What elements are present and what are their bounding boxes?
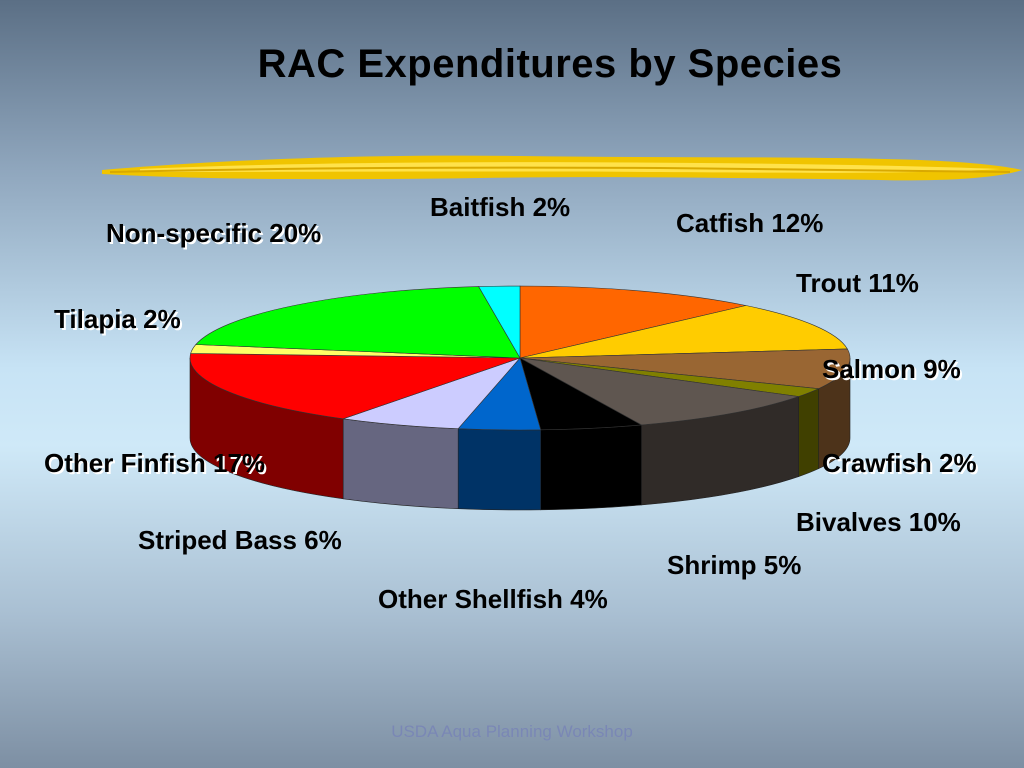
slice-label-tilapia: Tilapia 2% [54,304,181,334]
pie-slice-trout [519,305,848,359]
slice-label-trout: Trout 11% [796,268,919,298]
pie-slice-striped-bass [343,357,521,430]
slice-label-shrimp: Shrimp 5% [667,550,802,580]
pie-slice-non-specific [195,286,521,359]
pie-slice-catfish [519,285,746,359]
pie-slice-baitfish [478,285,521,360]
pie-side-striped-bass [342,418,459,510]
slice-label-crawfish: Crawfish 2% [822,448,977,478]
slice-label-non-specific: Non-specific 20% [106,218,322,248]
pie-side-other-shellfish [457,428,542,511]
pie-slice-salmon [519,348,851,389]
slice-label-bivalves: Bivalves 10% [796,507,961,537]
slice-label-salmon: Salmon 9% [822,354,961,384]
pie-slice-other-finfish [189,353,521,420]
yellow-brush-stroke [102,155,1022,181]
slide-footer: USDA Aqua Planning Workshop [391,722,633,741]
slice-label-other-finfish: Other Finfish 17% [44,448,266,478]
pie-side-shrimp [540,424,642,511]
slice-label-baitfish: Baitfish 2% [430,192,571,222]
slice-label-striped-bass: Striped Bass 6% [138,525,342,555]
slide-title: RAC Expenditures by Species [257,42,843,86]
slice-label-other-shellfish: Other Shellfish 4% [378,584,608,614]
pie-slice-bivalves [519,357,799,426]
slice-label-catfish: Catfish 12% [676,208,824,238]
pie-side-crawfish [798,388,819,478]
